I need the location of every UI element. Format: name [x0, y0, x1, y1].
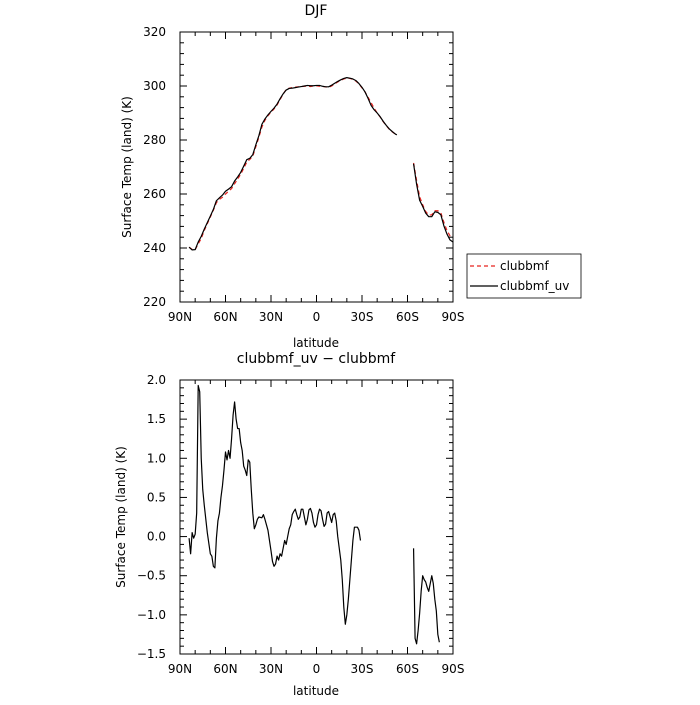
y-tick-label: 0.5 — [147, 490, 166, 504]
x-tick-label: 60S — [396, 662, 419, 676]
series-line-difference-segment-0 — [188, 384, 362, 625]
y-tick-label: 1.0 — [147, 451, 166, 465]
x-tick-label: 90S — [442, 310, 465, 324]
y-tick-label: −1.0 — [137, 608, 166, 622]
y-tick-label: 1.5 — [147, 412, 166, 426]
x-tick-label: 0 — [313, 662, 321, 676]
y-tick-label: 300 — [143, 79, 166, 93]
series-line-clubbmf-uv-segment-0 — [188, 77, 398, 251]
panel-difference: clubbmf_uv − clubbmf 90N 60N 30N 0 30S 60S 90S… — [114, 351, 464, 698]
y-tick-label: 240 — [143, 241, 166, 255]
x-tick-label: 90S — [442, 662, 465, 676]
x-axis-label: latitude — [293, 336, 339, 350]
axis-ticks — [179, 31, 454, 303]
x-axis-label: latitude — [293, 684, 339, 698]
series-lines — [188, 77, 454, 251]
y-axis-label: Surface Temp (land) (K) — [114, 446, 128, 588]
y-tick-label: 280 — [143, 133, 166, 147]
chart-title: DJF — [305, 3, 328, 19]
y-tick-label: −0.5 — [137, 569, 166, 583]
y-tick-label: 0.0 — [147, 530, 166, 544]
x-tick-label: 60N — [213, 662, 237, 676]
legend-label-clubbmf-uv: clubbmf_uv — [500, 279, 569, 293]
series-line-clubbmf-uv-segment-1 — [412, 163, 454, 243]
x-tick-label: 30N — [259, 310, 283, 324]
axis-ticks — [179, 379, 454, 655]
plot-frame — [179, 31, 454, 303]
legend-box — [466, 253, 582, 299]
series-lines — [188, 384, 440, 645]
x-tick-label: 90N — [168, 310, 192, 324]
y-tick-labels: 220 240 260 280 300 320 — [143, 25, 166, 309]
series-line-clubbmf-segment-1 — [412, 162, 454, 238]
legend-label-clubbmf: clubbmf — [500, 259, 549, 273]
x-tick-labels: 90N 60N 30N 0 30S 60S 90S — [168, 662, 465, 676]
series-line-difference-segment-1 — [412, 548, 440, 645]
y-tick-label: 220 — [143, 295, 166, 309]
x-tick-label: 60N — [213, 310, 237, 324]
x-tick-label: 30S — [351, 310, 374, 324]
x-tick-label: 0 — [313, 310, 321, 324]
x-tick-label: 30S — [351, 662, 374, 676]
x-tick-label: 60S — [396, 310, 419, 324]
x-tick-label: 90N — [168, 662, 192, 676]
x-tick-labels: 90N 60N 30N 0 30S 60S 90S — [168, 310, 465, 324]
panel-surface-temp: DJF 90N 60N 30N 0 30S 60S 90S 220 240 260 280 300 3… — [120, 3, 582, 350]
y-tick-label: 320 — [143, 25, 166, 39]
chart-title: clubbmf_uv − clubbmf — [237, 351, 396, 367]
legend: clubbmf clubbmf_uv — [466, 253, 582, 299]
y-tick-label: −1.5 — [137, 647, 166, 661]
series-line-clubbmf-segment-0 — [188, 77, 398, 251]
y-axis-label: Surface Temp (land) (K) — [120, 96, 134, 238]
x-tick-label: 30N — [259, 662, 283, 676]
y-tick-labels: −1.5 −1.0 −0.5 0.0 0.5 1.0 1.5 2.0 — [137, 373, 166, 661]
y-tick-label: 2.0 — [147, 373, 166, 387]
plot-frame — [179, 379, 454, 655]
y-tick-label: 260 — [143, 187, 166, 201]
